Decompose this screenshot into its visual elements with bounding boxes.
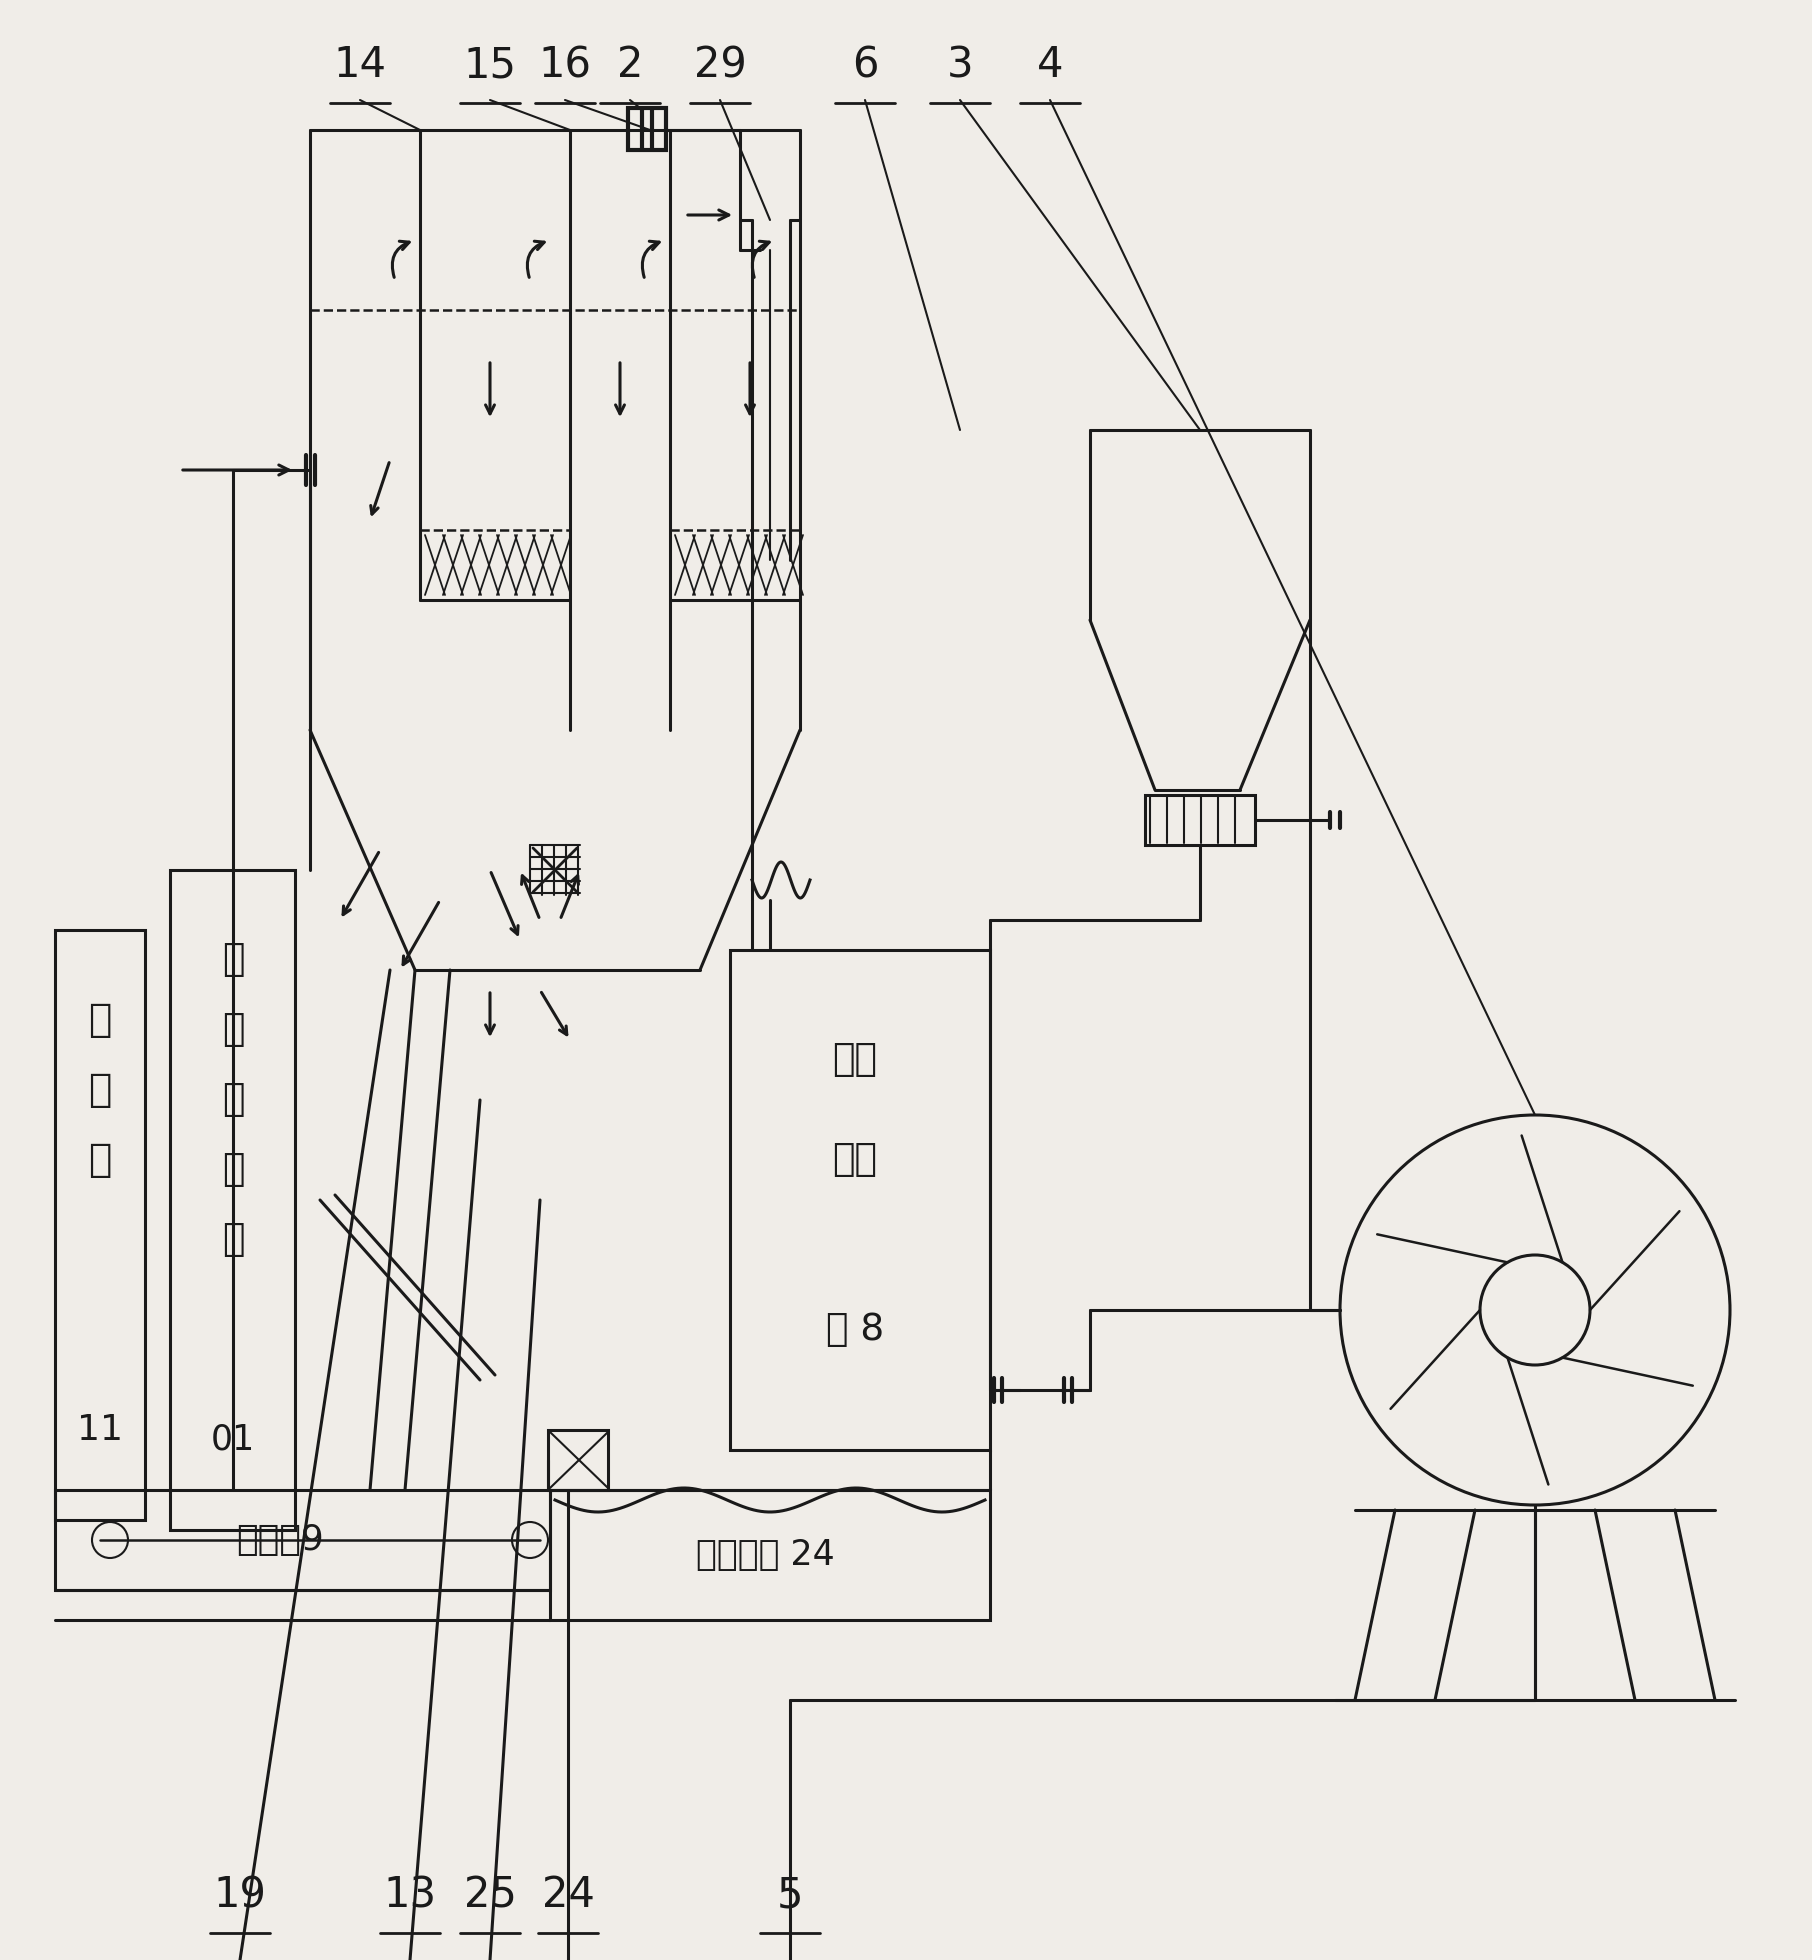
Text: 下部水体 24: 下部水体 24 <box>696 1539 834 1572</box>
Text: 燃: 燃 <box>221 1082 245 1117</box>
Text: 01: 01 <box>210 1423 255 1456</box>
Text: 煤: 煤 <box>221 1011 245 1049</box>
Text: 24: 24 <box>542 1874 594 1917</box>
Bar <box>170 870 295 1531</box>
Text: 净化: 净化 <box>832 1143 877 1178</box>
Text: 除渣机9: 除渣机9 <box>236 1523 324 1556</box>
Text: 29: 29 <box>694 43 747 86</box>
Text: 器: 器 <box>221 1221 245 1258</box>
Text: 11: 11 <box>76 1413 123 1446</box>
Text: 13: 13 <box>384 1874 437 1917</box>
Text: 4: 4 <box>1036 43 1064 86</box>
Bar <box>730 951 989 1450</box>
Bar <box>629 108 667 151</box>
Bar <box>551 1490 989 1621</box>
Text: 25: 25 <box>464 1874 516 1917</box>
Text: 16: 16 <box>538 43 591 86</box>
Bar <box>547 1431 609 1490</box>
Bar <box>54 929 145 1521</box>
Bar <box>54 1490 551 1590</box>
Text: 来: 来 <box>89 1070 112 1109</box>
Text: 14: 14 <box>333 43 386 86</box>
Text: 2: 2 <box>616 43 643 86</box>
Text: 燃: 燃 <box>221 943 245 978</box>
Text: 6: 6 <box>852 43 879 86</box>
Text: 自: 自 <box>89 1002 112 1039</box>
Text: 烧: 烧 <box>221 1152 245 1188</box>
Text: 3: 3 <box>946 43 973 86</box>
Text: 器 8: 器 8 <box>826 1311 884 1348</box>
Text: 水: 水 <box>89 1141 112 1180</box>
Text: 烟气: 烟气 <box>832 1043 877 1078</box>
Bar <box>1145 796 1256 845</box>
Text: 5: 5 <box>777 1874 803 1917</box>
Text: 15: 15 <box>464 43 516 86</box>
Text: 19: 19 <box>214 1874 266 1917</box>
